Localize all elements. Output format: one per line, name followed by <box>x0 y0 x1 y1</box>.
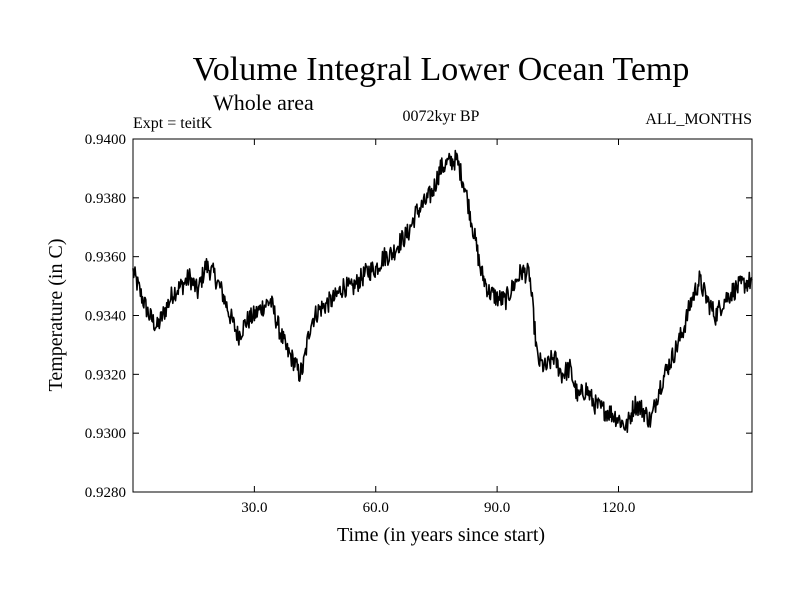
y-tick-label: 0.9360 <box>85 250 126 266</box>
y-tick-label: 0.9280 <box>85 485 126 501</box>
plot-frame <box>132 138 753 493</box>
y-tick-label: 0.9300 <box>85 426 126 442</box>
x-tick-label: 120.0 <box>602 500 636 516</box>
y-axis: 0.9280 0.9300 0.9320 0.9340 0.9360 0.9380 0.94… <box>85 132 752 501</box>
y-axis-label: Temperature (in C) <box>45 239 67 392</box>
period-label: 0072kyr BP <box>403 108 480 125</box>
y-tick-label: 0.9400 <box>85 132 126 148</box>
x-axis-label: Time (in years since start) <box>337 524 545 546</box>
y-tick-label: 0.9340 <box>85 309 126 325</box>
x-axis: 30.0 60.0 90.0 120.0 <box>241 139 635 516</box>
x-tick-label: 90.0 <box>484 500 510 516</box>
y-tick-label: 0.9380 <box>85 191 126 207</box>
y-tick-label: 0.9320 <box>85 367 126 383</box>
chart-title: Volume Integral Lower Ocean Temp <box>193 51 690 88</box>
x-tick-label: 30.0 <box>241 500 267 516</box>
series-line <box>132 149 753 434</box>
x-tick-label: 60.0 <box>363 500 389 516</box>
experiment-label: Expt = teitK <box>133 115 213 132</box>
chart-subtitle: Whole area <box>213 90 314 115</box>
months-label: ALL_MONTHS <box>645 111 752 128</box>
